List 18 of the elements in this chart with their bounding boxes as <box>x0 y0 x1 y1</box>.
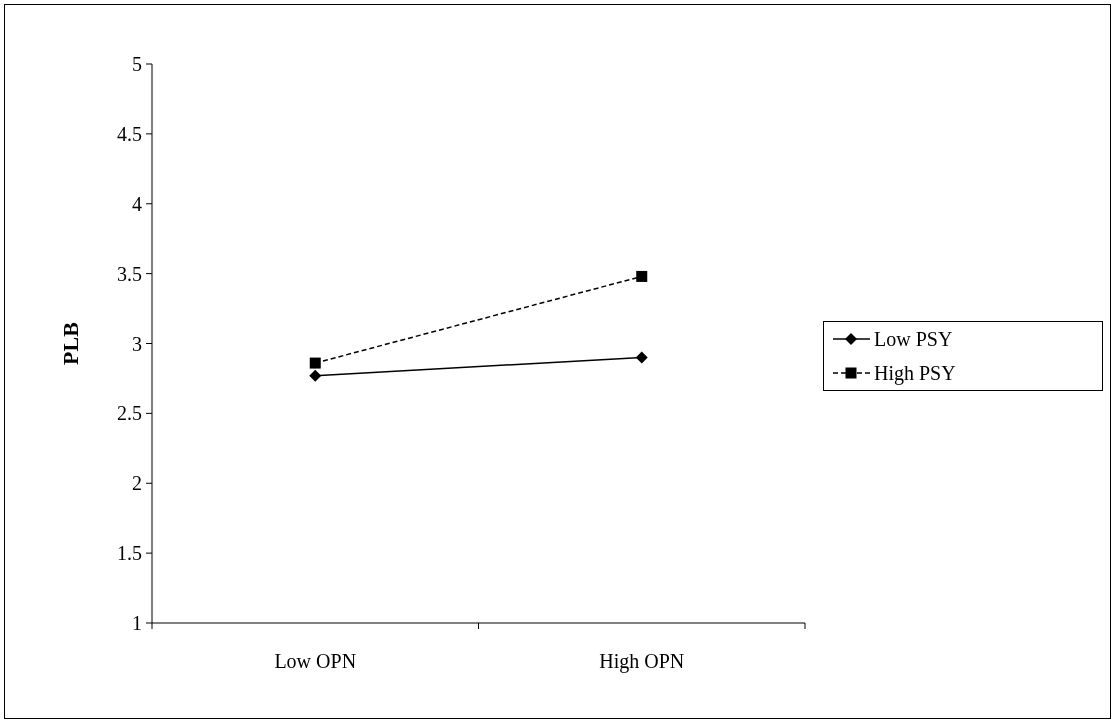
y-tick-label: 1.5 <box>117 542 142 565</box>
x-tick-label: High OPN <box>599 650 685 673</box>
point <box>309 357 321 369</box>
y-tick-label: 2.5 <box>117 402 142 425</box>
y-tick-label: 3.5 <box>117 262 142 285</box>
x-tick-label: Low OPN <box>274 650 357 672</box>
y-tick-label: 2 <box>132 472 142 495</box>
y-tick-label: 4 <box>132 192 142 215</box>
legend-label: Low PSY <box>874 328 953 350</box>
point <box>635 351 648 364</box>
y-tick-label: 4.5 <box>117 122 142 145</box>
y-tick-label: 5 <box>132 53 142 75</box>
point <box>309 369 322 382</box>
y-axis-title: PLB <box>58 321 83 365</box>
y-tick-label: 3 <box>132 332 142 355</box>
y-tick-label: 1 <box>132 612 142 634</box>
point <box>636 270 648 282</box>
legend-label: High PSY <box>874 362 956 385</box>
